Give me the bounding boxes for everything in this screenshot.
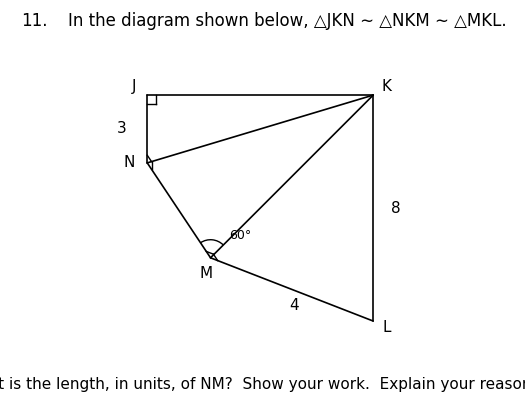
Text: 11.: 11. xyxy=(21,12,47,30)
Text: L: L xyxy=(383,320,391,335)
Text: 4: 4 xyxy=(289,299,299,313)
Text: K: K xyxy=(382,79,392,93)
Text: 60°: 60° xyxy=(229,229,251,242)
Text: What is the length, in units, of NM?  Show your work.  Explain your reasoning.: What is the length, in units, of NM? Sho… xyxy=(0,377,525,392)
Text: N: N xyxy=(123,155,135,171)
Text: M: M xyxy=(200,266,213,281)
Text: J: J xyxy=(131,79,136,93)
Text: 8: 8 xyxy=(391,201,401,215)
Text: In the diagram shown below, △JKN ∼ △NKM ∼ △MKL.: In the diagram shown below, △JKN ∼ △NKM … xyxy=(68,12,507,30)
Text: 3: 3 xyxy=(117,122,127,137)
